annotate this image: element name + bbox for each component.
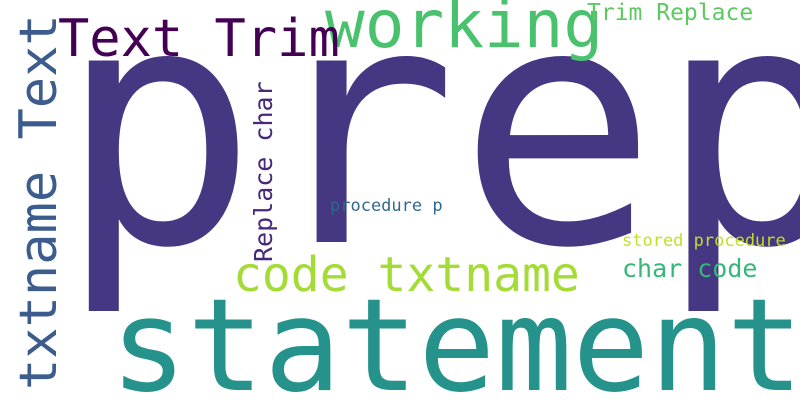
word-code-txtname: code txtname [233, 247, 580, 303]
word-prep: prep [58, 0, 800, 294]
word-trim-replace: Trim Replace [587, 0, 754, 26]
word-char-code: char code [622, 254, 758, 283]
word-procedure-p: procedure p [330, 196, 443, 216]
word-working: working [325, 0, 604, 63]
word-prep-main: prep [58, 0, 800, 321]
word-stored-procedure: stored procedure [622, 231, 786, 251]
word-replace-char: Replace char [249, 81, 278, 262]
word-txtname-text: txtname Text [9, 14, 69, 390]
word-statement: statement [110, 272, 800, 400]
word-text-trim: Text Trim [58, 9, 340, 69]
